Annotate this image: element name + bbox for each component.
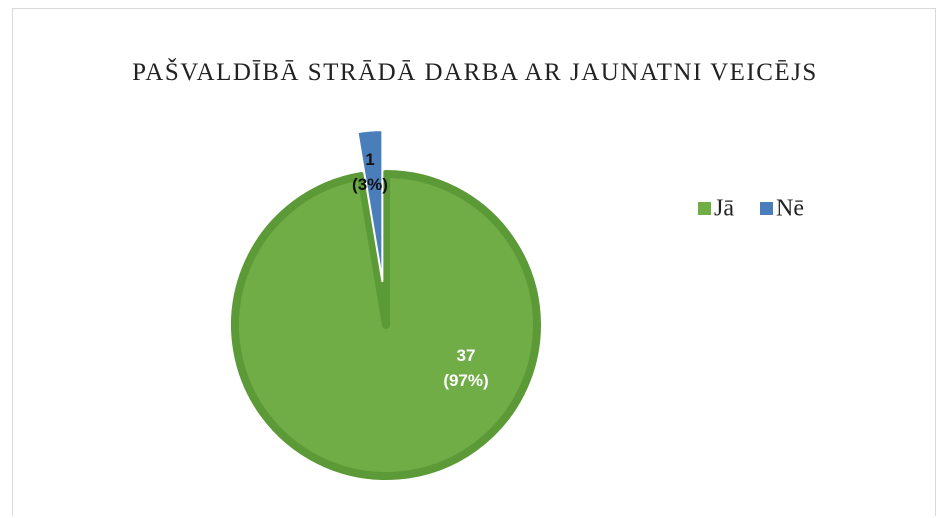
legend-label: Nē	[776, 196, 804, 222]
legend-label: Jā	[714, 196, 734, 222]
legend-swatch	[698, 202, 711, 215]
data-label: 37 (97%)	[443, 346, 489, 390]
chart-frame	[12, 8, 936, 516]
data-label: 1 (3%)	[352, 150, 388, 194]
pie-slice	[356, 129, 384, 283]
chart-title: PAŠVALDĪBĀ STRĀDĀ DARBA AR JAUNATNI VEIC…	[132, 59, 818, 86]
pie-slice	[231, 170, 541, 480]
legend-swatch	[760, 202, 773, 215]
